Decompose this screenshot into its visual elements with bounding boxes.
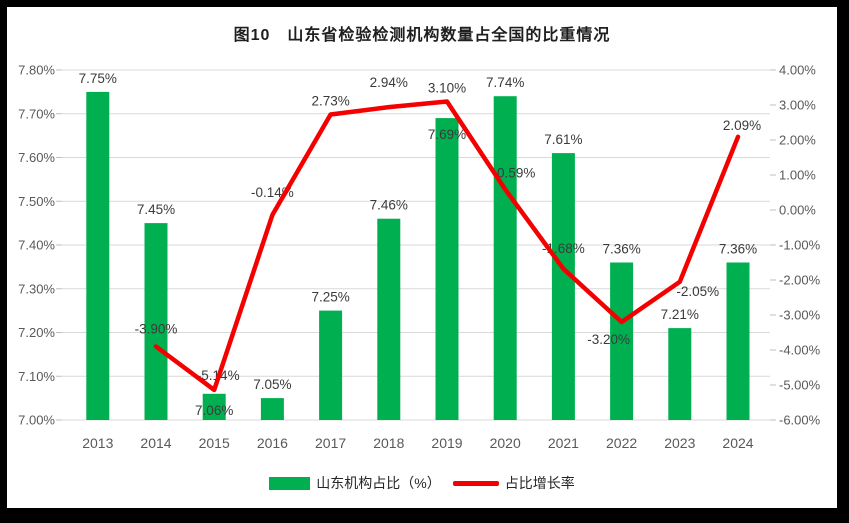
right-axis-label: 1.00% [779, 168, 816, 183]
bar-2019 [435, 118, 459, 420]
line-data-label: 2.94% [370, 75, 408, 90]
bar-2020 [493, 96, 517, 420]
bar-data-label: 7.36% [602, 242, 640, 257]
bar-2015 [202, 393, 226, 420]
bar-2023 [668, 328, 692, 420]
right-axis-label: -4.00% [779, 343, 821, 358]
right-axis-label: 4.00% [779, 63, 816, 78]
bar-data-label: 7.74% [486, 75, 524, 90]
x-axis-label: 2024 [722, 435, 753, 451]
bar-2022 [610, 262, 634, 420]
right-axis-label: 0.00% [779, 203, 816, 218]
right-axis-label: -5.00% [779, 378, 821, 393]
x-axis-label: 2016 [257, 435, 288, 451]
bar-data-label: 7.45% [137, 202, 175, 217]
bar-2013 [86, 91, 110, 421]
legend-line-label: 占比增长率 [504, 475, 575, 491]
left-axis-label: 7.80% [18, 63, 55, 78]
bar-data-label: 7.25% [311, 290, 349, 305]
line-data-label: -2.05% [676, 284, 719, 299]
line-data-label: 3.10% [428, 81, 466, 96]
x-axis-label: 2021 [548, 435, 579, 451]
x-axis-label: 2015 [199, 435, 230, 451]
bar-2014 [144, 223, 168, 420]
line-data-label: -3.20% [587, 332, 630, 347]
bar-2021 [551, 153, 575, 420]
right-axis-label: 2.00% [779, 133, 816, 148]
left-axis-label: 7.30% [18, 281, 55, 296]
legend-item-bar: 山东机构占比（%） [269, 473, 441, 493]
legend: 山东机构占比（%） 占比增长率 [7, 473, 837, 493]
left-axis-label: 7.10% [18, 369, 55, 384]
left-axis-label: 7.60% [18, 150, 55, 165]
legend-bar-label: 山东机构占比（%） [316, 475, 441, 491]
x-axis-label: 2022 [606, 435, 637, 451]
legend-item-line: 占比增长率 [452, 473, 575, 493]
line-data-label: -3.90% [135, 322, 178, 337]
bar-data-label: 7.36% [719, 242, 757, 257]
right-axis-label: -1.00% [779, 238, 821, 253]
right-axis-label: -6.00% [779, 413, 821, 428]
right-axis-label: 3.00% [779, 98, 816, 113]
x-axis-label: 2018 [373, 435, 404, 451]
bar-data-label: 7.06% [195, 403, 233, 418]
left-axis-label: 7.00% [18, 413, 55, 428]
left-axis-label: 7.20% [18, 325, 55, 340]
bar-2024 [726, 262, 750, 420]
bar-2018 [377, 218, 401, 420]
bar-series-swatch [269, 476, 311, 490]
x-axis-label: 2017 [315, 435, 346, 451]
bar-data-label: 7.61% [544, 132, 582, 147]
chart-frame: 图10 山东省检验检测机构数量占全国的比重情况 7.80% 7.70% 7.60% 7… [7, 7, 837, 508]
bar-2016 [260, 398, 284, 420]
bar-data-label: 7.75% [79, 71, 117, 86]
bar-data-label: 7.69% [428, 127, 466, 142]
bar-data-label: 7.05% [253, 377, 291, 392]
line-data-label: 0.59% [497, 165, 535, 180]
bar-data-label: 7.46% [370, 198, 408, 213]
x-axis-label: 2014 [140, 435, 171, 451]
line-data-label: 2.73% [311, 94, 349, 109]
line-data-label: 2.09% [723, 118, 761, 133]
bar-data-label: 7.21% [661, 307, 699, 322]
line-series-swatch [452, 480, 499, 486]
x-axis-label: 2019 [431, 435, 462, 451]
left-axis-label: 7.40% [18, 238, 55, 253]
x-axis-label: 2013 [82, 435, 113, 451]
x-axis-label: 2020 [490, 435, 521, 451]
bar-2017 [319, 310, 343, 420]
right-axis-label: -3.00% [779, 308, 821, 323]
left-axis-label: 7.50% [18, 194, 55, 209]
growth-rate-line [153, 99, 741, 393]
right-axis-label: -2.00% [779, 273, 821, 288]
chart-title: 图10 山东省检验检测机构数量占全国的比重情况 [233, 27, 611, 44]
x-axis-label: 2023 [664, 435, 695, 451]
left-axis-label: 7.70% [18, 106, 55, 121]
